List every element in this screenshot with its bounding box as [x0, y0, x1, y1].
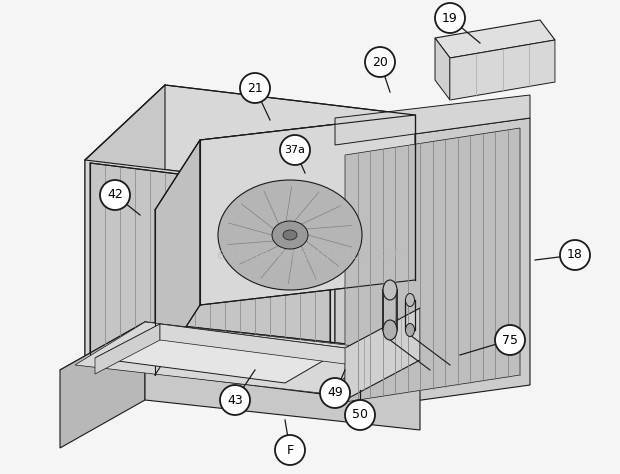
Circle shape — [365, 47, 395, 77]
Ellipse shape — [272, 221, 308, 249]
Polygon shape — [85, 160, 335, 400]
Ellipse shape — [405, 293, 415, 307]
Polygon shape — [60, 322, 145, 448]
Text: 50: 50 — [352, 409, 368, 421]
Polygon shape — [90, 163, 330, 395]
Polygon shape — [85, 85, 415, 190]
Text: 49: 49 — [327, 386, 343, 400]
Polygon shape — [345, 308, 420, 400]
Circle shape — [280, 135, 310, 165]
Text: 43: 43 — [227, 393, 243, 407]
Text: 21: 21 — [247, 82, 263, 94]
Polygon shape — [95, 324, 345, 383]
Ellipse shape — [383, 320, 397, 340]
Polygon shape — [155, 115, 415, 210]
Polygon shape — [75, 322, 390, 393]
Circle shape — [275, 435, 305, 465]
Circle shape — [345, 400, 375, 430]
Circle shape — [435, 3, 465, 33]
Text: 37a: 37a — [285, 145, 306, 155]
Polygon shape — [85, 85, 165, 370]
Text: 18: 18 — [567, 248, 583, 262]
Ellipse shape — [283, 230, 297, 240]
Circle shape — [320, 378, 350, 408]
Polygon shape — [450, 40, 555, 100]
Text: F: F — [286, 444, 293, 456]
Circle shape — [100, 180, 130, 210]
Polygon shape — [160, 324, 345, 364]
Text: 19: 19 — [442, 11, 458, 25]
Polygon shape — [155, 140, 200, 375]
Circle shape — [220, 385, 250, 415]
Polygon shape — [200, 115, 415, 305]
Ellipse shape — [405, 323, 415, 337]
Circle shape — [240, 73, 270, 103]
Polygon shape — [435, 38, 450, 100]
Polygon shape — [95, 324, 160, 374]
Ellipse shape — [218, 180, 362, 290]
Text: 20: 20 — [372, 55, 388, 69]
Ellipse shape — [383, 280, 397, 300]
Text: 42: 42 — [107, 189, 123, 201]
Polygon shape — [335, 118, 530, 412]
Circle shape — [560, 240, 590, 270]
Circle shape — [495, 325, 525, 355]
Polygon shape — [345, 128, 520, 402]
Text: eReplacementParts.com: eReplacementParts.com — [216, 247, 404, 263]
Polygon shape — [60, 322, 420, 400]
Polygon shape — [145, 322, 420, 430]
Polygon shape — [435, 20, 555, 58]
Polygon shape — [335, 95, 530, 145]
Text: 75: 75 — [502, 334, 518, 346]
